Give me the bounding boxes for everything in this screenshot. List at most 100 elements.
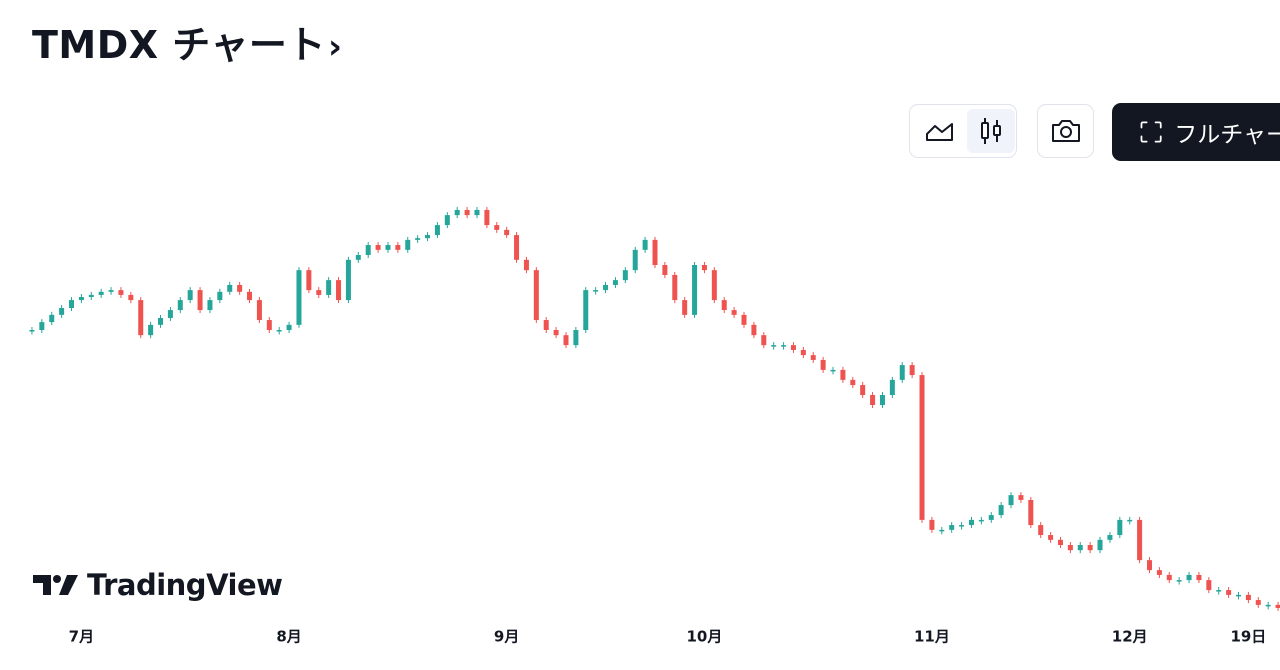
candle <box>978 519 984 522</box>
candle <box>266 320 272 331</box>
candle <box>148 324 154 336</box>
candle <box>316 290 322 295</box>
candle <box>326 280 332 295</box>
candle <box>533 270 539 321</box>
candle <box>959 525 965 527</box>
x-tick-label: 9月 <box>494 628 519 646</box>
x-tick-label: 7月 <box>69 628 94 646</box>
candle <box>523 259 529 271</box>
candle <box>1226 590 1232 595</box>
candle-button[interactable] <box>967 109 1015 153</box>
candle <box>98 291 104 295</box>
x-tick-label: 8月 <box>276 628 301 646</box>
candle <box>1216 590 1222 592</box>
area-button[interactable] <box>916 109 964 153</box>
candle <box>1097 539 1103 551</box>
tradingview-logo[interactable]: TradingView <box>33 568 283 602</box>
candle <box>39 322 45 331</box>
candle <box>59 307 65 315</box>
candle <box>1235 594 1241 597</box>
candle <box>78 296 84 301</box>
candle <box>256 300 262 321</box>
candle <box>385 245 391 250</box>
candle <box>988 515 994 520</box>
candle <box>731 310 737 315</box>
candle <box>622 270 628 281</box>
candle <box>889 379 895 396</box>
logo-text: TradingView <box>87 568 283 602</box>
candle <box>701 264 707 271</box>
candle <box>345 259 351 301</box>
x-tick-label: 10月 <box>687 628 723 646</box>
chevron: › <box>327 27 343 67</box>
candle <box>365 245 371 256</box>
candle <box>286 324 292 331</box>
candle <box>672 274 678 301</box>
candle <box>1186 574 1192 581</box>
candle <box>781 345 787 347</box>
logo-mark <box>33 575 78 595</box>
candle <box>682 300 688 315</box>
candle <box>395 245 401 250</box>
candle <box>711 270 717 301</box>
candle <box>167 310 173 318</box>
candle <box>217 291 223 301</box>
chart-type-group <box>909 104 1017 158</box>
snapshot-button[interactable] <box>1037 104 1094 158</box>
candle <box>879 395 885 405</box>
candle <box>158 317 164 325</box>
candle <box>751 324 757 336</box>
candle-icon <box>981 118 1001 144</box>
candle <box>1146 560 1152 571</box>
candle <box>632 249 638 271</box>
candle <box>1166 574 1172 581</box>
candle <box>1176 580 1182 582</box>
candle <box>1117 519 1123 536</box>
candle <box>484 209 490 226</box>
candle <box>434 225 440 236</box>
candle <box>306 270 312 291</box>
candle <box>721 300 727 311</box>
candle <box>860 385 866 396</box>
candle <box>1008 495 1014 506</box>
candle <box>662 264 668 275</box>
candle <box>553 330 559 336</box>
full-chart-button[interactable]: フルチャート <box>1112 103 1280 161</box>
candle <box>237 284 243 292</box>
candle <box>929 519 935 530</box>
title-link[interactable]: TMDX チャート› <box>32 14 342 69</box>
x-tick-label: 19日 <box>1230 628 1266 646</box>
candle <box>128 294 134 301</box>
candle <box>998 505 1004 516</box>
candle <box>1275 604 1280 608</box>
x-tick-label: 12月 <box>1112 628 1148 646</box>
candle <box>1038 525 1044 536</box>
candle <box>899 365 905 380</box>
candle <box>1107 535 1113 540</box>
candle <box>296 270 302 325</box>
candle <box>830 369 836 372</box>
candle <box>464 209 470 216</box>
candle <box>790 345 796 350</box>
candle <box>968 519 974 526</box>
candle <box>919 375 925 520</box>
candle <box>1196 574 1202 581</box>
candle <box>494 225 500 230</box>
candle <box>741 314 747 325</box>
candle <box>840 369 846 380</box>
candle <box>227 284 233 292</box>
candle <box>583 290 589 331</box>
candle <box>771 345 777 347</box>
candle <box>108 290 114 292</box>
candle <box>1048 535 1054 540</box>
candle <box>543 320 549 331</box>
candle <box>800 349 806 356</box>
candle <box>336 280 342 301</box>
candle <box>949 525 955 530</box>
candle <box>563 335 569 346</box>
candle <box>1245 594 1251 601</box>
candle <box>207 300 213 311</box>
candle <box>355 255 361 260</box>
candle <box>761 335 767 346</box>
